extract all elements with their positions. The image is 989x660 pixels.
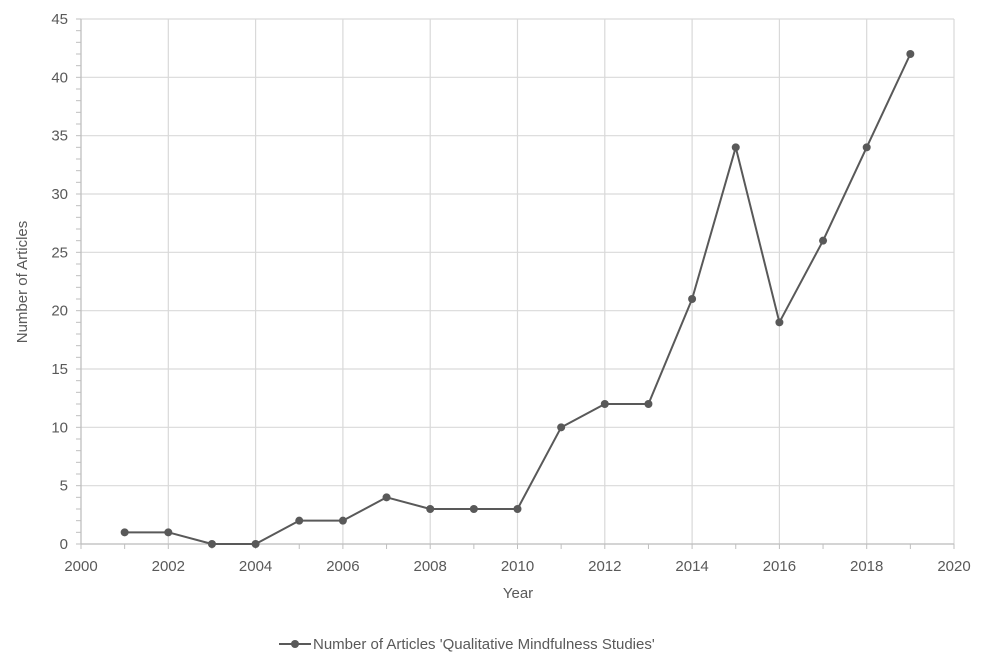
x-axis-title: Year	[503, 585, 533, 602]
x-tick-label: 2002	[152, 558, 185, 575]
legend-label: Number of Articles 'Qualitative Mindfuln…	[313, 636, 655, 653]
x-tick-label: 2010	[501, 558, 534, 575]
data-point	[251, 540, 260, 548]
x-tick-label: 2004	[239, 558, 272, 575]
x-tick-label: 2012	[588, 558, 621, 575]
data-point	[469, 505, 478, 513]
y-axis-title: Number of Articles	[14, 221, 31, 344]
legend: Number of Articles 'Qualitative Mindfuln…	[279, 636, 655, 653]
data-point	[426, 505, 435, 513]
data-point	[513, 505, 522, 513]
y-tick-label: 35	[51, 128, 68, 145]
y-tick-label: 45	[51, 11, 68, 28]
gridlines	[80, 18, 955, 545]
data-point	[600, 400, 609, 408]
data-point	[295, 516, 304, 525]
x-tick-label: 2000	[64, 558, 97, 575]
y-tick-label: 0	[60, 536, 68, 553]
x-tick-label: 2008	[414, 558, 447, 575]
data-point	[688, 295, 697, 303]
series-layer	[120, 50, 915, 548]
data-point	[382, 493, 391, 502]
y-tick-label: 25	[51, 244, 68, 261]
data-point	[644, 400, 653, 408]
y-tick-label: 10	[51, 419, 68, 436]
y-tick-label: 30	[51, 186, 68, 203]
data-point	[557, 423, 566, 432]
x-tick-label: 2014	[675, 558, 708, 575]
y-tick-label: 15	[51, 361, 68, 378]
x-tick-label: 2020	[937, 558, 970, 575]
data-point	[775, 318, 784, 327]
y-tick-label: 5	[60, 478, 68, 495]
data-point	[338, 516, 347, 525]
data-point	[731, 143, 740, 152]
y-tick-label: 40	[51, 69, 68, 86]
data-point	[906, 50, 915, 58]
data-point	[120, 528, 129, 537]
axes	[76, 18, 955, 549]
data-point	[164, 528, 173, 537]
x-tick-label: 2006	[326, 558, 359, 575]
legend-point-marker	[291, 640, 299, 648]
x-tick-label: 2016	[763, 558, 796, 575]
x-tick-label: 2018	[850, 558, 883, 575]
data-point	[819, 236, 828, 245]
data-point	[862, 143, 871, 152]
y-tick-label: 20	[51, 303, 68, 320]
tick-labels: 0 5 10 15 20 25 30 35 40 45 2000 2002 2004 2006 2008 20…	[51, 11, 970, 575]
data-point	[207, 540, 216, 548]
